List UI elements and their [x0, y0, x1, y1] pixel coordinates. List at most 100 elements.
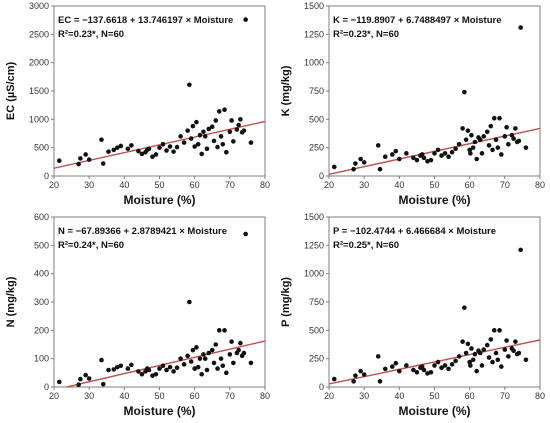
data-point [504, 124, 509, 130]
x-tick-label: 80 [535, 180, 545, 190]
data-point [493, 350, 499, 356]
data-point [190, 123, 196, 129]
data-point [209, 124, 215, 129]
x-tick-label: 20 [49, 180, 59, 190]
y-tick-label: 1000 [304, 269, 324, 279]
data-point [477, 350, 483, 356]
y-tick-label: 1250 [304, 29, 324, 39]
data-point [106, 149, 111, 154]
x-tick-label: 30 [359, 391, 369, 401]
data-point [227, 129, 233, 135]
data-point [481, 134, 487, 139]
data-point [518, 25, 523, 30]
data-point [100, 381, 106, 387]
data-point [213, 342, 219, 347]
data-point [224, 149, 229, 155]
data-point [425, 371, 430, 376]
data-point [375, 143, 381, 148]
x-tick-label: 70 [225, 180, 235, 190]
data-point [351, 379, 356, 384]
plot-area [329, 25, 540, 175]
x-tick-label: 20 [324, 391, 334, 401]
data-point [111, 147, 117, 153]
data-point [506, 141, 511, 147]
data-point [382, 154, 388, 160]
data-point [456, 141, 462, 147]
data-point [495, 357, 501, 363]
data-point [243, 17, 248, 22]
x-tick-label: 20 [324, 180, 334, 190]
y-tick-label: 0 [319, 382, 324, 392]
data-point [493, 137, 499, 143]
data-point [404, 151, 409, 156]
y-tick-label: 600 [34, 212, 49, 222]
data-point [195, 141, 201, 147]
data-point [215, 144, 220, 150]
x-axis-label: Moisture (%) [399, 404, 471, 418]
x-tick-label: 70 [225, 391, 235, 401]
y-tick-label: 100 [34, 354, 49, 364]
data-point [115, 364, 120, 370]
x-tick-label: 80 [260, 180, 270, 190]
y-tick-label: 250 [309, 143, 324, 153]
data-point [523, 357, 529, 363]
data-point [358, 156, 363, 162]
x-tick-label: 80 [260, 391, 270, 401]
data-point [243, 231, 248, 237]
data-point [83, 152, 88, 157]
data-point [513, 339, 518, 344]
regression-stats: R²=0.23*, N=60 [58, 29, 124, 40]
y-tick-label: 500 [34, 240, 49, 250]
data-point [192, 144, 197, 149]
data-point [502, 347, 508, 352]
data-point [99, 137, 104, 143]
data-point [202, 134, 208, 139]
y-axis-label: K (mg/kg) [280, 65, 292, 116]
data-point [428, 157, 434, 163]
data-point [506, 354, 511, 359]
data-point [106, 367, 111, 373]
x-tick-label: 50 [429, 180, 439, 190]
y-tick-label: 1250 [304, 240, 324, 250]
data-point [118, 363, 124, 369]
data-point [220, 141, 226, 147]
data-point [490, 359, 495, 365]
data-point [516, 138, 522, 144]
y-tick-label: 1000 [29, 114, 49, 124]
data-point [462, 305, 467, 310]
data-point [231, 360, 236, 366]
data-point [469, 132, 474, 138]
data-point [377, 379, 383, 384]
data-point [397, 368, 402, 374]
data-point [484, 342, 490, 348]
data-point [76, 382, 81, 387]
y-axis-label: EC (µS/cm) [5, 62, 17, 121]
data-point [241, 128, 247, 133]
data-point [463, 350, 469, 356]
data-point [481, 347, 487, 352]
data-point [129, 362, 134, 368]
data-point [231, 139, 236, 144]
plot-area [54, 17, 265, 169]
data-point [115, 145, 120, 150]
data-point [462, 89, 467, 95]
data-point [83, 372, 88, 378]
x-axis-label: Moisture (%) [124, 404, 196, 418]
data-point [382, 366, 388, 372]
data-point [419, 152, 425, 157]
data-point [353, 373, 358, 378]
data-point [488, 337, 494, 342]
data-point [164, 367, 169, 373]
data-point [185, 128, 190, 133]
data-point [202, 356, 208, 361]
data-point [229, 118, 234, 123]
x-tick-label: 60 [465, 391, 475, 401]
y-tick-label: 400 [34, 269, 49, 279]
data-point [470, 357, 476, 363]
data-point [390, 364, 395, 369]
x-tick-label: 50 [154, 180, 164, 190]
data-point [439, 365, 444, 371]
plot-area [329, 247, 540, 385]
regression-stats: R²=0.23*, N=60 [333, 29, 399, 40]
data-point [397, 156, 402, 162]
